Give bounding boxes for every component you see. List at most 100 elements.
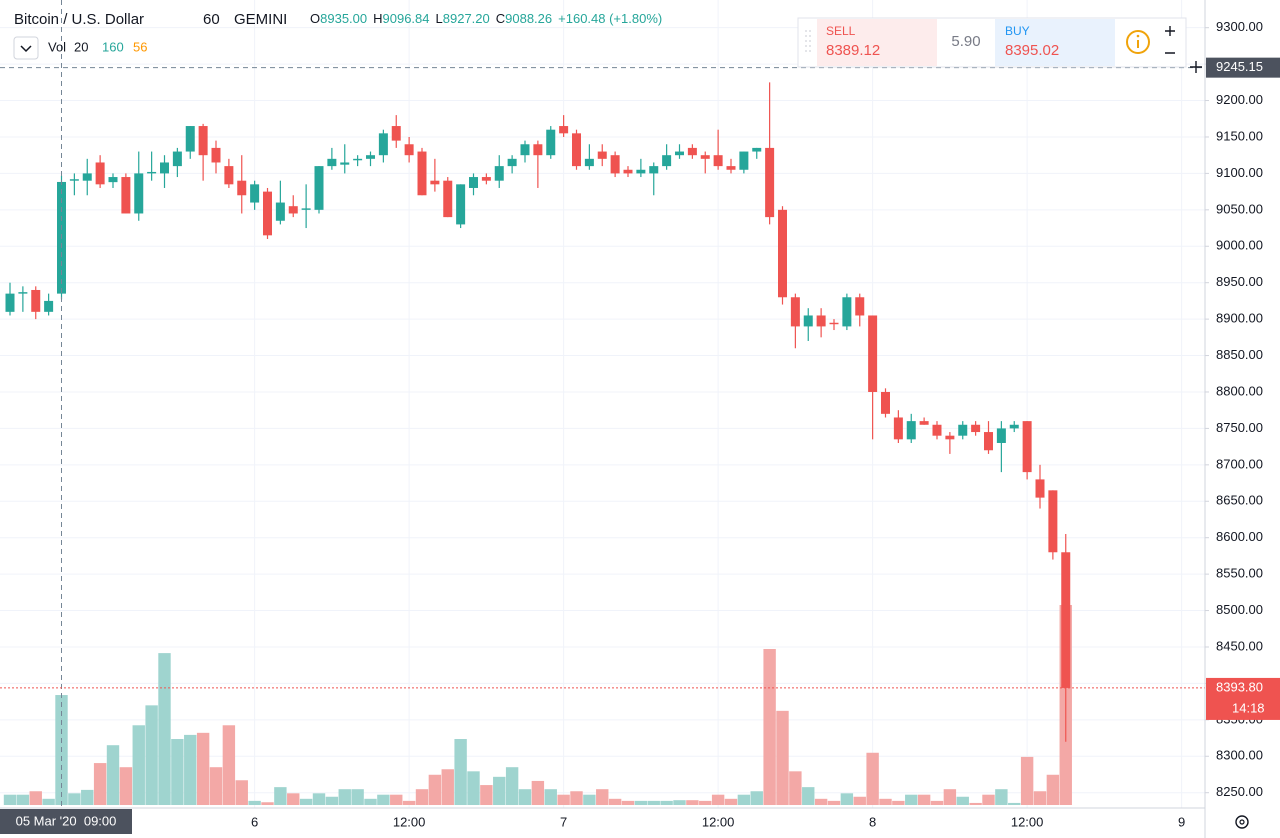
volume-bar xyxy=(68,793,81,805)
candle-body xyxy=(765,147,775,218)
volume-bar xyxy=(184,734,197,805)
candle-body xyxy=(546,129,556,156)
candle-body xyxy=(95,162,105,185)
x-tick-label: 7 xyxy=(560,814,567,829)
volume-bar xyxy=(467,771,480,805)
ohlc-label: O xyxy=(310,11,320,26)
candle-body xyxy=(275,202,285,221)
volume-bar xyxy=(583,794,596,805)
sell-label: SELL xyxy=(826,24,856,38)
candle-body xyxy=(778,209,787,298)
y-tick-label: 8900.00 xyxy=(1216,311,1263,326)
candle-body xyxy=(572,133,581,167)
volume-bar xyxy=(892,800,905,805)
volume-bar xyxy=(29,791,42,805)
volume-bar xyxy=(956,796,969,805)
drag-handle[interactable] xyxy=(805,30,811,54)
volume-bar xyxy=(338,789,351,805)
volume-bar xyxy=(402,800,416,805)
volume-bar xyxy=(544,789,557,805)
y-tick-label: 8650.00 xyxy=(1216,493,1263,508)
candle-body xyxy=(430,180,440,185)
candle-body xyxy=(559,126,569,134)
volume-bar xyxy=(608,798,622,805)
candle-body xyxy=(69,179,79,181)
candle-body xyxy=(404,144,414,156)
info-icon[interactable] xyxy=(1126,30,1150,54)
volume-bar xyxy=(158,653,171,805)
volume-bar xyxy=(930,800,944,805)
ohlc-label: C xyxy=(496,11,505,26)
candles xyxy=(5,82,1071,742)
x-tick-label: 12:00 xyxy=(1011,814,1044,829)
volume-bar xyxy=(789,771,802,805)
ohlc-label: L xyxy=(436,11,443,26)
volume-pane xyxy=(3,605,1072,805)
settings-icon[interactable] xyxy=(1235,815,1249,829)
volume-bar xyxy=(93,763,107,805)
candle-body xyxy=(378,133,388,156)
ohlc-value: 9088.26 xyxy=(505,11,552,26)
candle-body xyxy=(301,208,311,210)
candle-body xyxy=(456,184,466,225)
sell-price: 8389.12 xyxy=(826,42,880,59)
legend-toggle[interactable] xyxy=(13,36,39,60)
sell-button[interactable] xyxy=(817,19,937,66)
candle-body xyxy=(855,297,865,316)
candle-body xyxy=(932,424,942,436)
exchange: GEMINI xyxy=(234,11,287,28)
candle-body xyxy=(881,391,890,414)
volume-bar xyxy=(969,802,982,805)
volume-bar xyxy=(905,794,918,805)
candle-body xyxy=(971,424,981,433)
volume-bar xyxy=(377,794,390,805)
volume-bar xyxy=(325,796,339,805)
candle-body xyxy=(919,421,929,425)
volume-bar xyxy=(415,789,429,805)
y-tick-label: 8500.00 xyxy=(1216,602,1263,617)
candle-body xyxy=(1009,424,1019,429)
buy-button[interactable] xyxy=(995,19,1115,66)
candle-body xyxy=(790,297,800,327)
ohlc-value: 8935.00 xyxy=(320,11,367,26)
candle-body xyxy=(1048,490,1058,553)
crosshair-cursor xyxy=(1190,61,1202,73)
candle-body xyxy=(147,171,157,174)
volume-bar xyxy=(879,798,892,805)
volume-bar xyxy=(132,725,145,805)
volume-ma: 56 xyxy=(133,39,147,54)
candle-body xyxy=(82,173,92,181)
volume-bar xyxy=(274,787,287,805)
candle-body xyxy=(481,177,491,181)
y-tick-label: 9100.00 xyxy=(1216,165,1263,180)
interval: 60 xyxy=(203,11,220,28)
volume-bar xyxy=(827,800,841,805)
candle-body xyxy=(739,151,749,170)
candle-body xyxy=(829,322,839,325)
volume-bar xyxy=(248,800,261,805)
zoom-buttons[interactable] xyxy=(1165,26,1175,54)
x-tick-label: 12:00 xyxy=(702,814,735,829)
volume-bar xyxy=(1046,774,1060,805)
volume-bar xyxy=(222,725,236,805)
volume-bar xyxy=(660,800,673,805)
x-tick-label: 6 xyxy=(251,814,258,829)
chart-title: Bitcoin / U.S. Dollar xyxy=(14,11,144,28)
candle-body xyxy=(662,155,672,167)
axes: 8250.008300.008350.008400.008450.008500.… xyxy=(0,19,1280,834)
volume-bar xyxy=(454,739,467,805)
volume-bar xyxy=(235,780,248,805)
candle-body xyxy=(198,126,208,156)
candle-body xyxy=(211,147,221,163)
volume-bar xyxy=(840,793,854,805)
candle-body xyxy=(623,169,633,174)
candle-body xyxy=(121,177,131,214)
last-price-label: 8393.80 xyxy=(1216,679,1263,694)
volume-bar xyxy=(724,798,738,805)
candle-body xyxy=(868,315,878,392)
volume-bar xyxy=(3,794,17,805)
candle-body xyxy=(520,144,530,156)
chevron-icon xyxy=(20,45,32,53)
volume-bar xyxy=(312,793,326,805)
